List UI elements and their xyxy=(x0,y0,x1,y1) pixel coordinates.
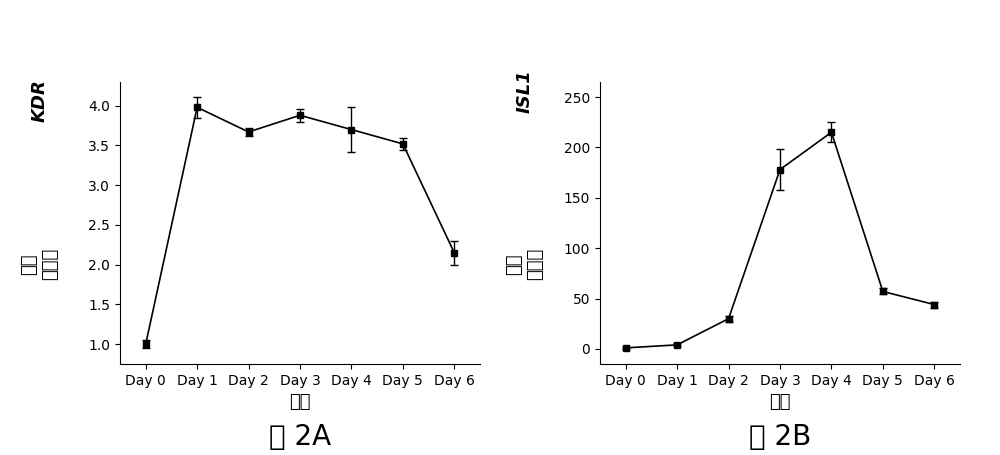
X-axis label: 时间: 时间 xyxy=(769,393,791,411)
Text: 图 2B: 图 2B xyxy=(749,423,811,451)
Text: ISL1: ISL1 xyxy=(516,69,534,113)
Text: 图 2A: 图 2A xyxy=(269,423,331,451)
X-axis label: 时间: 时间 xyxy=(289,393,311,411)
Text: KDR: KDR xyxy=(31,79,49,121)
Text: 相对
表达量: 相对 表达量 xyxy=(506,248,544,280)
Text: 相对
表达量: 相对 表达量 xyxy=(21,248,59,280)
